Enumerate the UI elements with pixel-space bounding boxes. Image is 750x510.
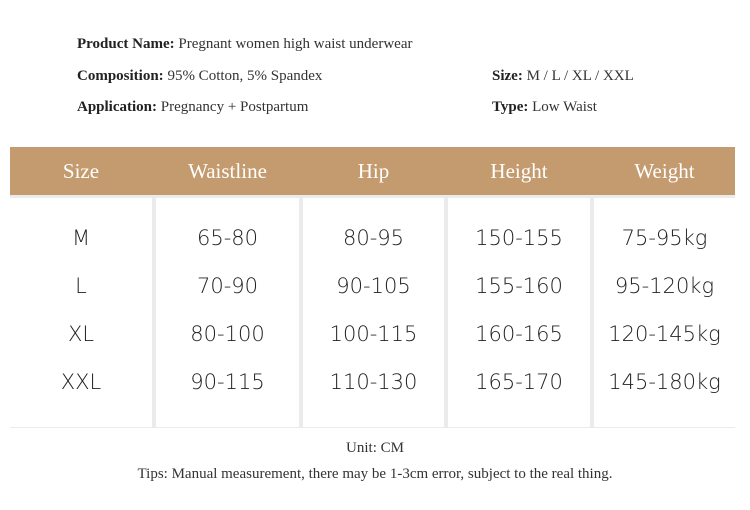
header-band bbox=[10, 147, 735, 195]
table-cell: M bbox=[71, 226, 91, 250]
info-label: Composition: bbox=[77, 68, 164, 84]
table-cell: 90-105 bbox=[336, 274, 411, 298]
header-cell: Hip bbox=[357, 159, 390, 183]
info-value: Pregnant women high waist underwear bbox=[178, 36, 413, 52]
table-cell: 65-80 bbox=[196, 226, 259, 250]
table-cell: 160-165 bbox=[475, 322, 563, 346]
table-cell: 120-145kg bbox=[608, 322, 721, 346]
table-cell: 150-155 bbox=[475, 226, 563, 250]
info-line: Size: M / L / XL / XXL bbox=[492, 68, 634, 85]
info-value: Low Waist bbox=[532, 99, 597, 115]
info-value: 95% Cotton, 5% Spandex bbox=[167, 68, 323, 84]
info-line: Application: Pregnancy + Postpartum bbox=[77, 99, 308, 116]
header-cell: Size bbox=[62, 159, 100, 183]
info-value: M / L / XL / XXL bbox=[526, 68, 634, 84]
table-cell: 80-100 bbox=[190, 322, 265, 346]
column-card bbox=[156, 198, 299, 427]
info-label: Type: bbox=[492, 99, 529, 115]
info-line: Type: Low Waist bbox=[492, 99, 597, 116]
table-cell: 95-120kg bbox=[614, 274, 715, 298]
column-card bbox=[303, 198, 444, 427]
info-line: Product Name: Pregnant women high waist … bbox=[77, 36, 412, 53]
info-label: Application: bbox=[77, 99, 158, 115]
tips-note: Tips: Manual measurement, there may be 1… bbox=[137, 466, 613, 482]
header-cell: Waistline bbox=[188, 159, 267, 183]
table-cell: 165-170 bbox=[475, 370, 563, 394]
table-cell: XXL bbox=[60, 370, 102, 394]
info-value: Pregnancy + Postpartum bbox=[160, 99, 309, 115]
table-cell: 90-115 bbox=[190, 370, 265, 394]
table-cell: 75-95kg bbox=[621, 226, 708, 250]
column-card bbox=[594, 198, 735, 427]
table-cell: 110-130 bbox=[329, 370, 418, 394]
column-card bbox=[10, 198, 152, 427]
table-cell: 155-160 bbox=[475, 274, 563, 298]
info-label: Product Name: bbox=[77, 36, 175, 52]
table-cell: 145-180kg bbox=[608, 370, 721, 394]
table-cell: 80-95 bbox=[342, 226, 405, 250]
unit-note: Unit: CM bbox=[346, 440, 404, 456]
table-cell: L bbox=[75, 274, 87, 298]
header-cell: Height bbox=[490, 159, 548, 183]
column-card bbox=[448, 198, 590, 427]
table-cell: 70-90 bbox=[196, 274, 259, 298]
info-label: Size: bbox=[492, 68, 523, 84]
info-line: Composition: 95% Cotton, 5% Spandex bbox=[77, 68, 322, 85]
table-cell: 100-115 bbox=[329, 322, 418, 346]
table-cell: XL bbox=[67, 322, 95, 346]
header-cell: Weight bbox=[634, 159, 695, 183]
